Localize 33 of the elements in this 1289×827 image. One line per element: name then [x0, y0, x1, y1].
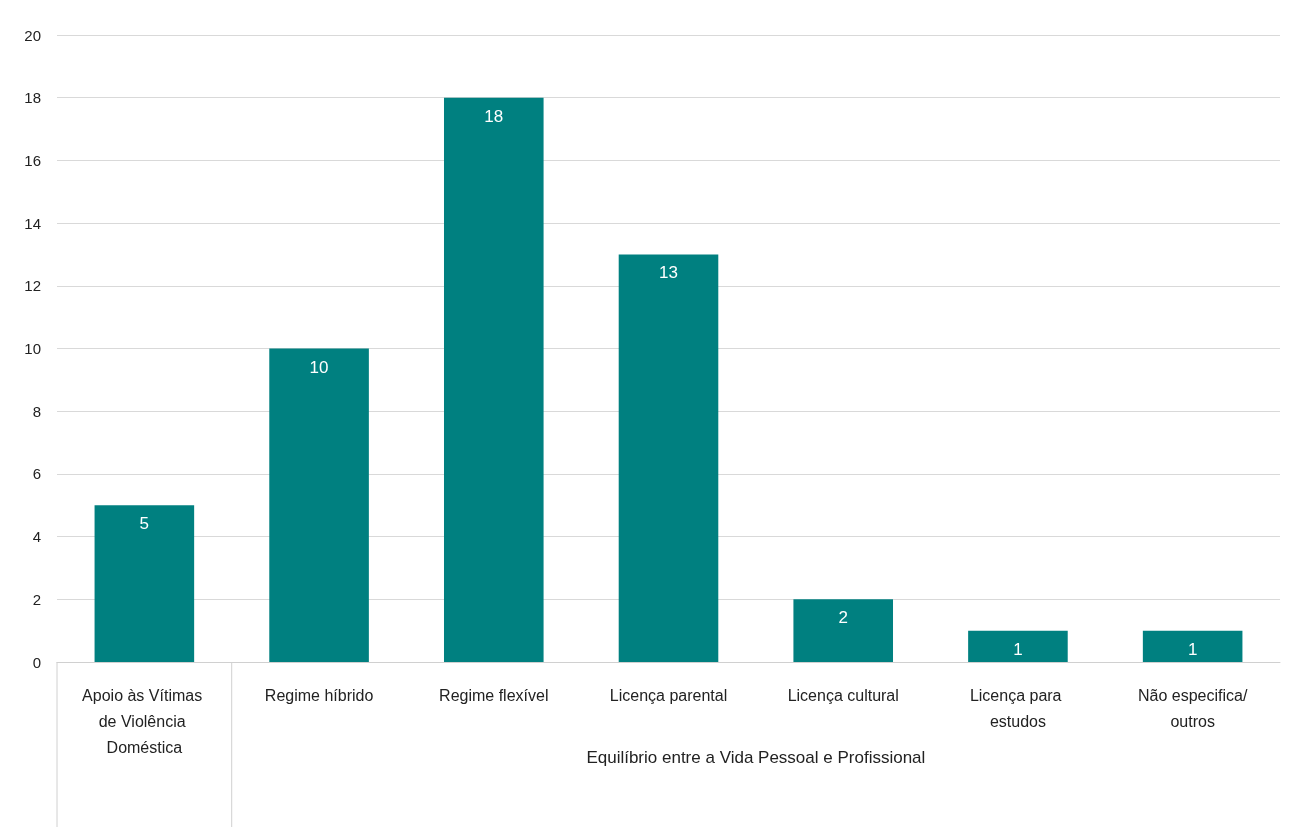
data-label: 2: [838, 608, 848, 628]
y-tick-label: 6: [32, 465, 41, 483]
data-label: 10: [309, 357, 329, 377]
data-label: 1: [1187, 639, 1198, 659]
y-tick-label: 8: [32, 402, 41, 420]
x-tick-label: Regime flexível: [439, 686, 549, 704]
x-tick-label: Licença para estudos: [969, 686, 1066, 730]
x-tick-label: Regime híbrido: [264, 686, 374, 704]
bar: [94, 505, 195, 662]
y-tick-label: 14: [24, 214, 41, 232]
y-tick-label: 0: [32, 653, 41, 671]
data-label: 18: [484, 106, 504, 126]
y-tick-label: 20: [24, 26, 41, 44]
bar: [1142, 630, 1243, 662]
data-label: 13: [659, 263, 678, 283]
y-tick-label: 10: [24, 340, 41, 357]
bar: [269, 348, 369, 662]
data-label: 1: [1013, 639, 1023, 659]
bar: [443, 97, 544, 662]
y-tick-label: 18: [24, 89, 41, 107]
bar: [968, 630, 1068, 662]
y-tick-label: 16: [24, 151, 41, 169]
x-tick-label: Apoio às Vítimas de Violência Doméstica: [82, 686, 207, 756]
bar: [618, 254, 719, 662]
y-tick-label: 12: [24, 277, 41, 295]
y-tick-label: 4: [32, 528, 41, 546]
bar: [793, 599, 894, 662]
x-tick-label: Licença cultural: [787, 686, 899, 704]
x-tick-label: Licença parental: [609, 686, 728, 704]
y-tick-label: 2: [32, 590, 41, 608]
data-label: 5: [139, 514, 150, 534]
text: Equilíbrio entre a Vida Pessoal e Profissional: [586, 747, 926, 767]
x-tick-label: Não especifica/outros: [1137, 686, 1248, 730]
